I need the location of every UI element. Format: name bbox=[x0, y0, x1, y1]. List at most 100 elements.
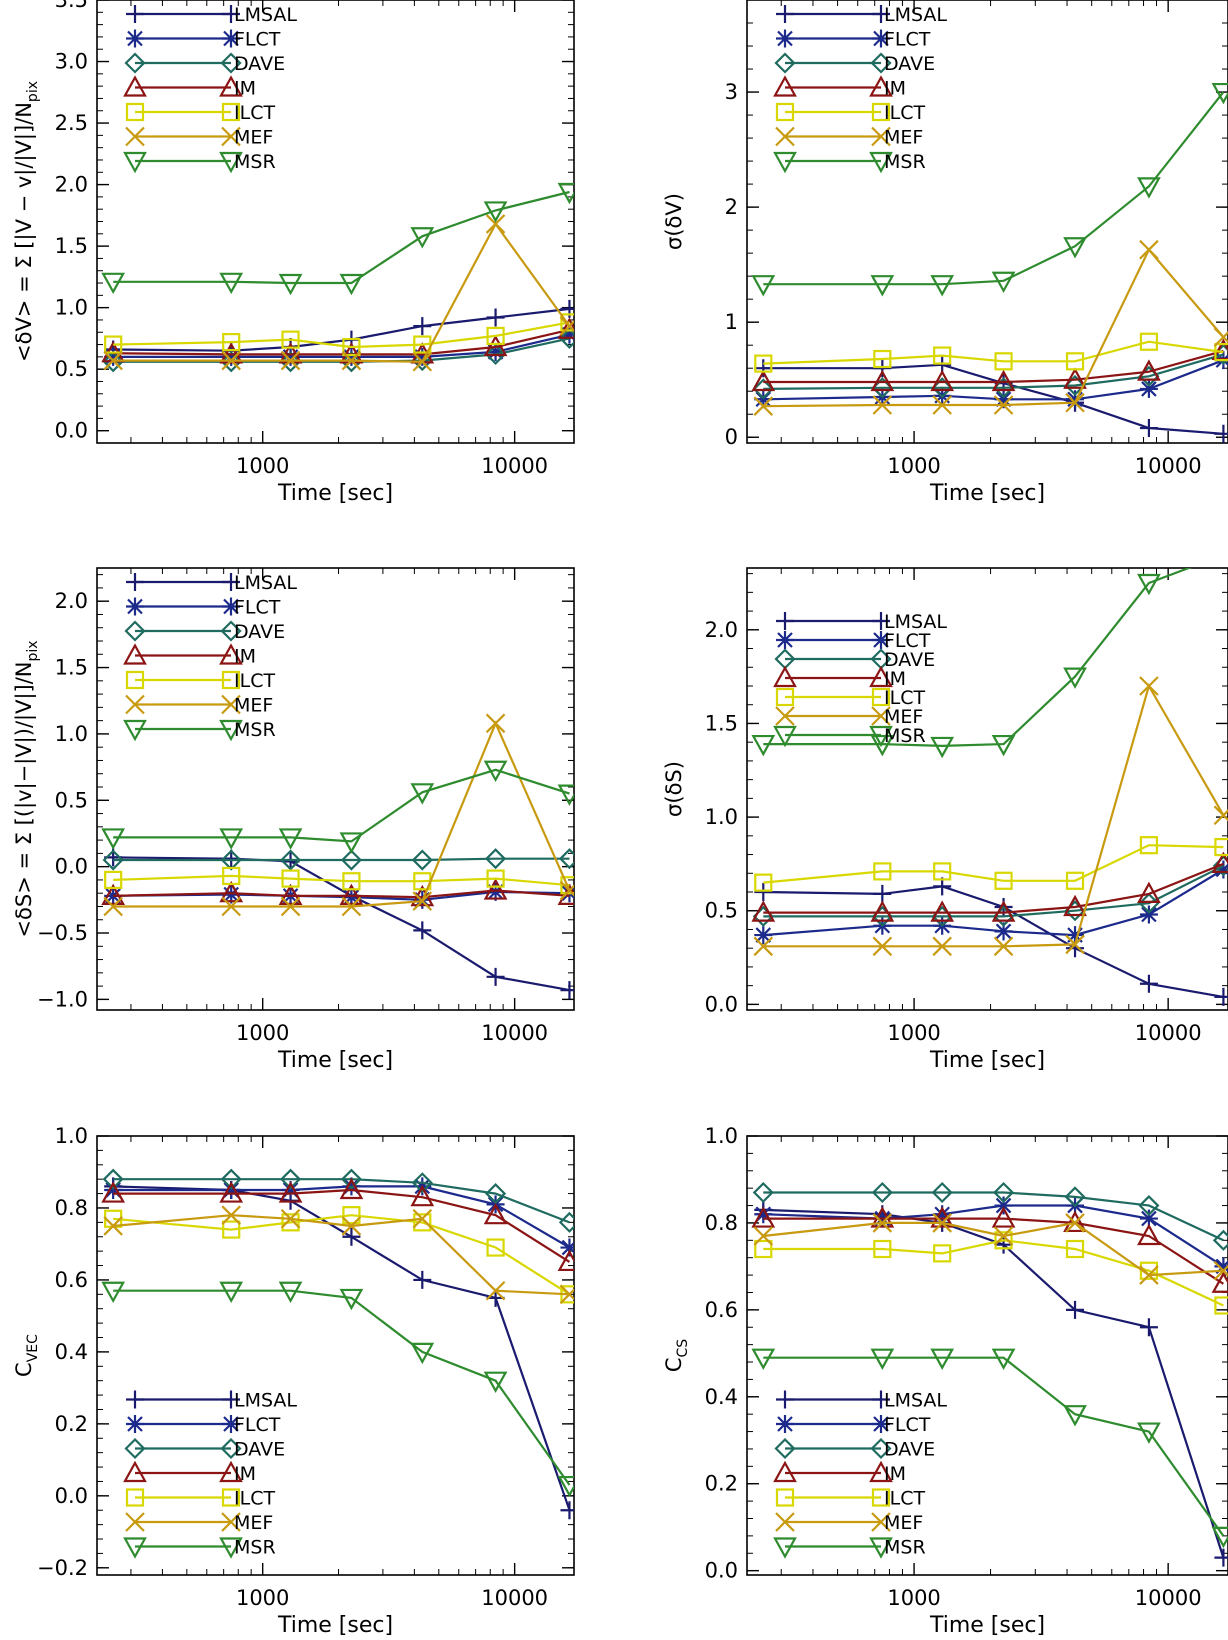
data-point-flct bbox=[281, 1180, 300, 1199]
y-tick-label: 1.0 bbox=[55, 722, 88, 746]
y-tick-label: 0.8 bbox=[705, 1211, 738, 1235]
legend-marker bbox=[773, 725, 797, 748]
chart-sigma-ds: 1000 10000 0.0 0.5 1.0 1.5 2.0 Time [sec] σ(δS) L… bbox=[662, 567, 1228, 1073]
legend-entry-im: IM bbox=[773, 665, 906, 690]
data-point-msr bbox=[278, 1281, 303, 1303]
series-dave bbox=[102, 848, 574, 871]
legend-marker bbox=[775, 102, 795, 122]
legend-marker bbox=[220, 620, 242, 642]
legend-label: IM bbox=[884, 78, 906, 100]
data-point-lmsal bbox=[754, 883, 773, 902]
legend-marker bbox=[123, 75, 147, 97]
data-point-ilct bbox=[873, 862, 892, 881]
data-point-dave bbox=[485, 343, 507, 365]
series-msr bbox=[751, 1348, 1228, 1549]
legend-marker bbox=[221, 670, 241, 690]
legend-label: FLCT bbox=[234, 597, 281, 619]
data-point-dave bbox=[752, 1181, 774, 1204]
plot-frame bbox=[96, 1135, 575, 1576]
data-point-dave bbox=[931, 1181, 953, 1204]
y-tick-label: 1 bbox=[725, 310, 738, 334]
legend-label: IM bbox=[234, 1463, 256, 1485]
legend-marker bbox=[773, 1460, 797, 1483]
y-tick-label: 1.5 bbox=[705, 711, 738, 735]
y-tick-label: 1.0 bbox=[55, 296, 88, 320]
legend-marker bbox=[126, 573, 144, 591]
data-point-dave bbox=[752, 378, 774, 400]
data-point-im bbox=[870, 900, 895, 922]
y-axis-label: σ(δS) bbox=[662, 761, 686, 817]
data-point-msr bbox=[1137, 177, 1161, 199]
data-point-ilct bbox=[413, 1213, 432, 1232]
data-point-dave bbox=[1138, 892, 1160, 914]
legend-marker bbox=[222, 5, 240, 23]
data-point-msr bbox=[870, 1348, 895, 1370]
y-axis-label-subscript: CS bbox=[675, 1339, 691, 1358]
data-point-msr bbox=[219, 272, 244, 295]
legend-marker bbox=[125, 1512, 145, 1532]
y-tick-label: 3.0 bbox=[55, 50, 88, 74]
data-point-msr bbox=[930, 736, 955, 759]
data-point-ilct bbox=[994, 871, 1013, 890]
x-tick-label: 10000 bbox=[481, 1021, 548, 1045]
legend-marker bbox=[776, 612, 794, 630]
legend-marker bbox=[776, 29, 794, 48]
data-point-mef bbox=[559, 880, 574, 901]
legend-marker bbox=[773, 75, 797, 97]
data-point-mef bbox=[412, 1208, 433, 1229]
x-tick-label: 1000 bbox=[236, 1021, 289, 1045]
data-point-msr bbox=[557, 1475, 574, 1498]
series-mef bbox=[103, 713, 574, 917]
series-mef bbox=[103, 1205, 574, 1305]
data-point-ilct bbox=[873, 1239, 892, 1259]
data-point-dave bbox=[558, 848, 574, 870]
y-tick-label: 0 bbox=[725, 425, 738, 449]
x-tick-label: 1000 bbox=[887, 1021, 940, 1045]
data-point-im bbox=[278, 342, 303, 364]
legend-marker bbox=[220, 1437, 242, 1460]
data-point-mef bbox=[103, 350, 123, 371]
legend-marker bbox=[219, 75, 243, 97]
series-line-msr bbox=[113, 768, 570, 843]
data-point-im bbox=[751, 900, 776, 922]
y-tick-label: 0.5 bbox=[55, 788, 88, 812]
y-tick-label: −0.2 bbox=[37, 1556, 88, 1580]
y-tick-label: 0.0 bbox=[705, 992, 738, 1016]
data-point-msr bbox=[930, 275, 955, 297]
legend-marker bbox=[219, 1460, 243, 1483]
data-point-msr bbox=[870, 734, 895, 757]
data-point-im bbox=[1211, 851, 1228, 874]
y-tick-label: 1.0 bbox=[705, 1124, 738, 1148]
y-axis-label: <δV> = Σ [|V − v|/|V|]/Npix bbox=[12, 81, 41, 362]
legend-entry-flct: FLCT bbox=[126, 597, 281, 619]
x-tick-label: 1000 bbox=[887, 1586, 940, 1610]
data-point-mef bbox=[341, 1216, 362, 1236]
data-point-flct bbox=[754, 926, 773, 945]
data-point-ilct bbox=[873, 349, 892, 369]
data-point-msr bbox=[991, 1348, 1016, 1370]
series-line-ilct bbox=[763, 340, 1224, 365]
data-point-lmsal bbox=[1214, 1548, 1228, 1567]
legend-label: MEF bbox=[234, 127, 273, 149]
y-tick-label: −1.0 bbox=[37, 987, 88, 1011]
data-point-ilct bbox=[1139, 836, 1159, 855]
legend-entry-dave: DAVE bbox=[774, 1437, 935, 1461]
data-point-dave bbox=[220, 1168, 242, 1190]
data-point-msr bbox=[410, 783, 435, 805]
data-point-flct bbox=[933, 1205, 952, 1224]
legend-marker bbox=[123, 643, 147, 665]
series-mef bbox=[753, 676, 1228, 957]
data-point-msr bbox=[557, 182, 574, 205]
series-msr bbox=[751, 82, 1228, 297]
legend-label: FLCT bbox=[884, 630, 931, 652]
data-point-mef bbox=[872, 1213, 893, 1233]
legend-marker bbox=[123, 151, 147, 174]
data-point-lmsal bbox=[222, 849, 241, 868]
series-lmsal bbox=[754, 355, 1228, 443]
legend-marker bbox=[776, 631, 794, 649]
data-point-lmsal bbox=[486, 967, 505, 986]
x-tick-label: 1000 bbox=[887, 454, 940, 478]
legend-entry-msr: MSR bbox=[773, 725, 926, 748]
data-point-mef bbox=[103, 896, 123, 917]
